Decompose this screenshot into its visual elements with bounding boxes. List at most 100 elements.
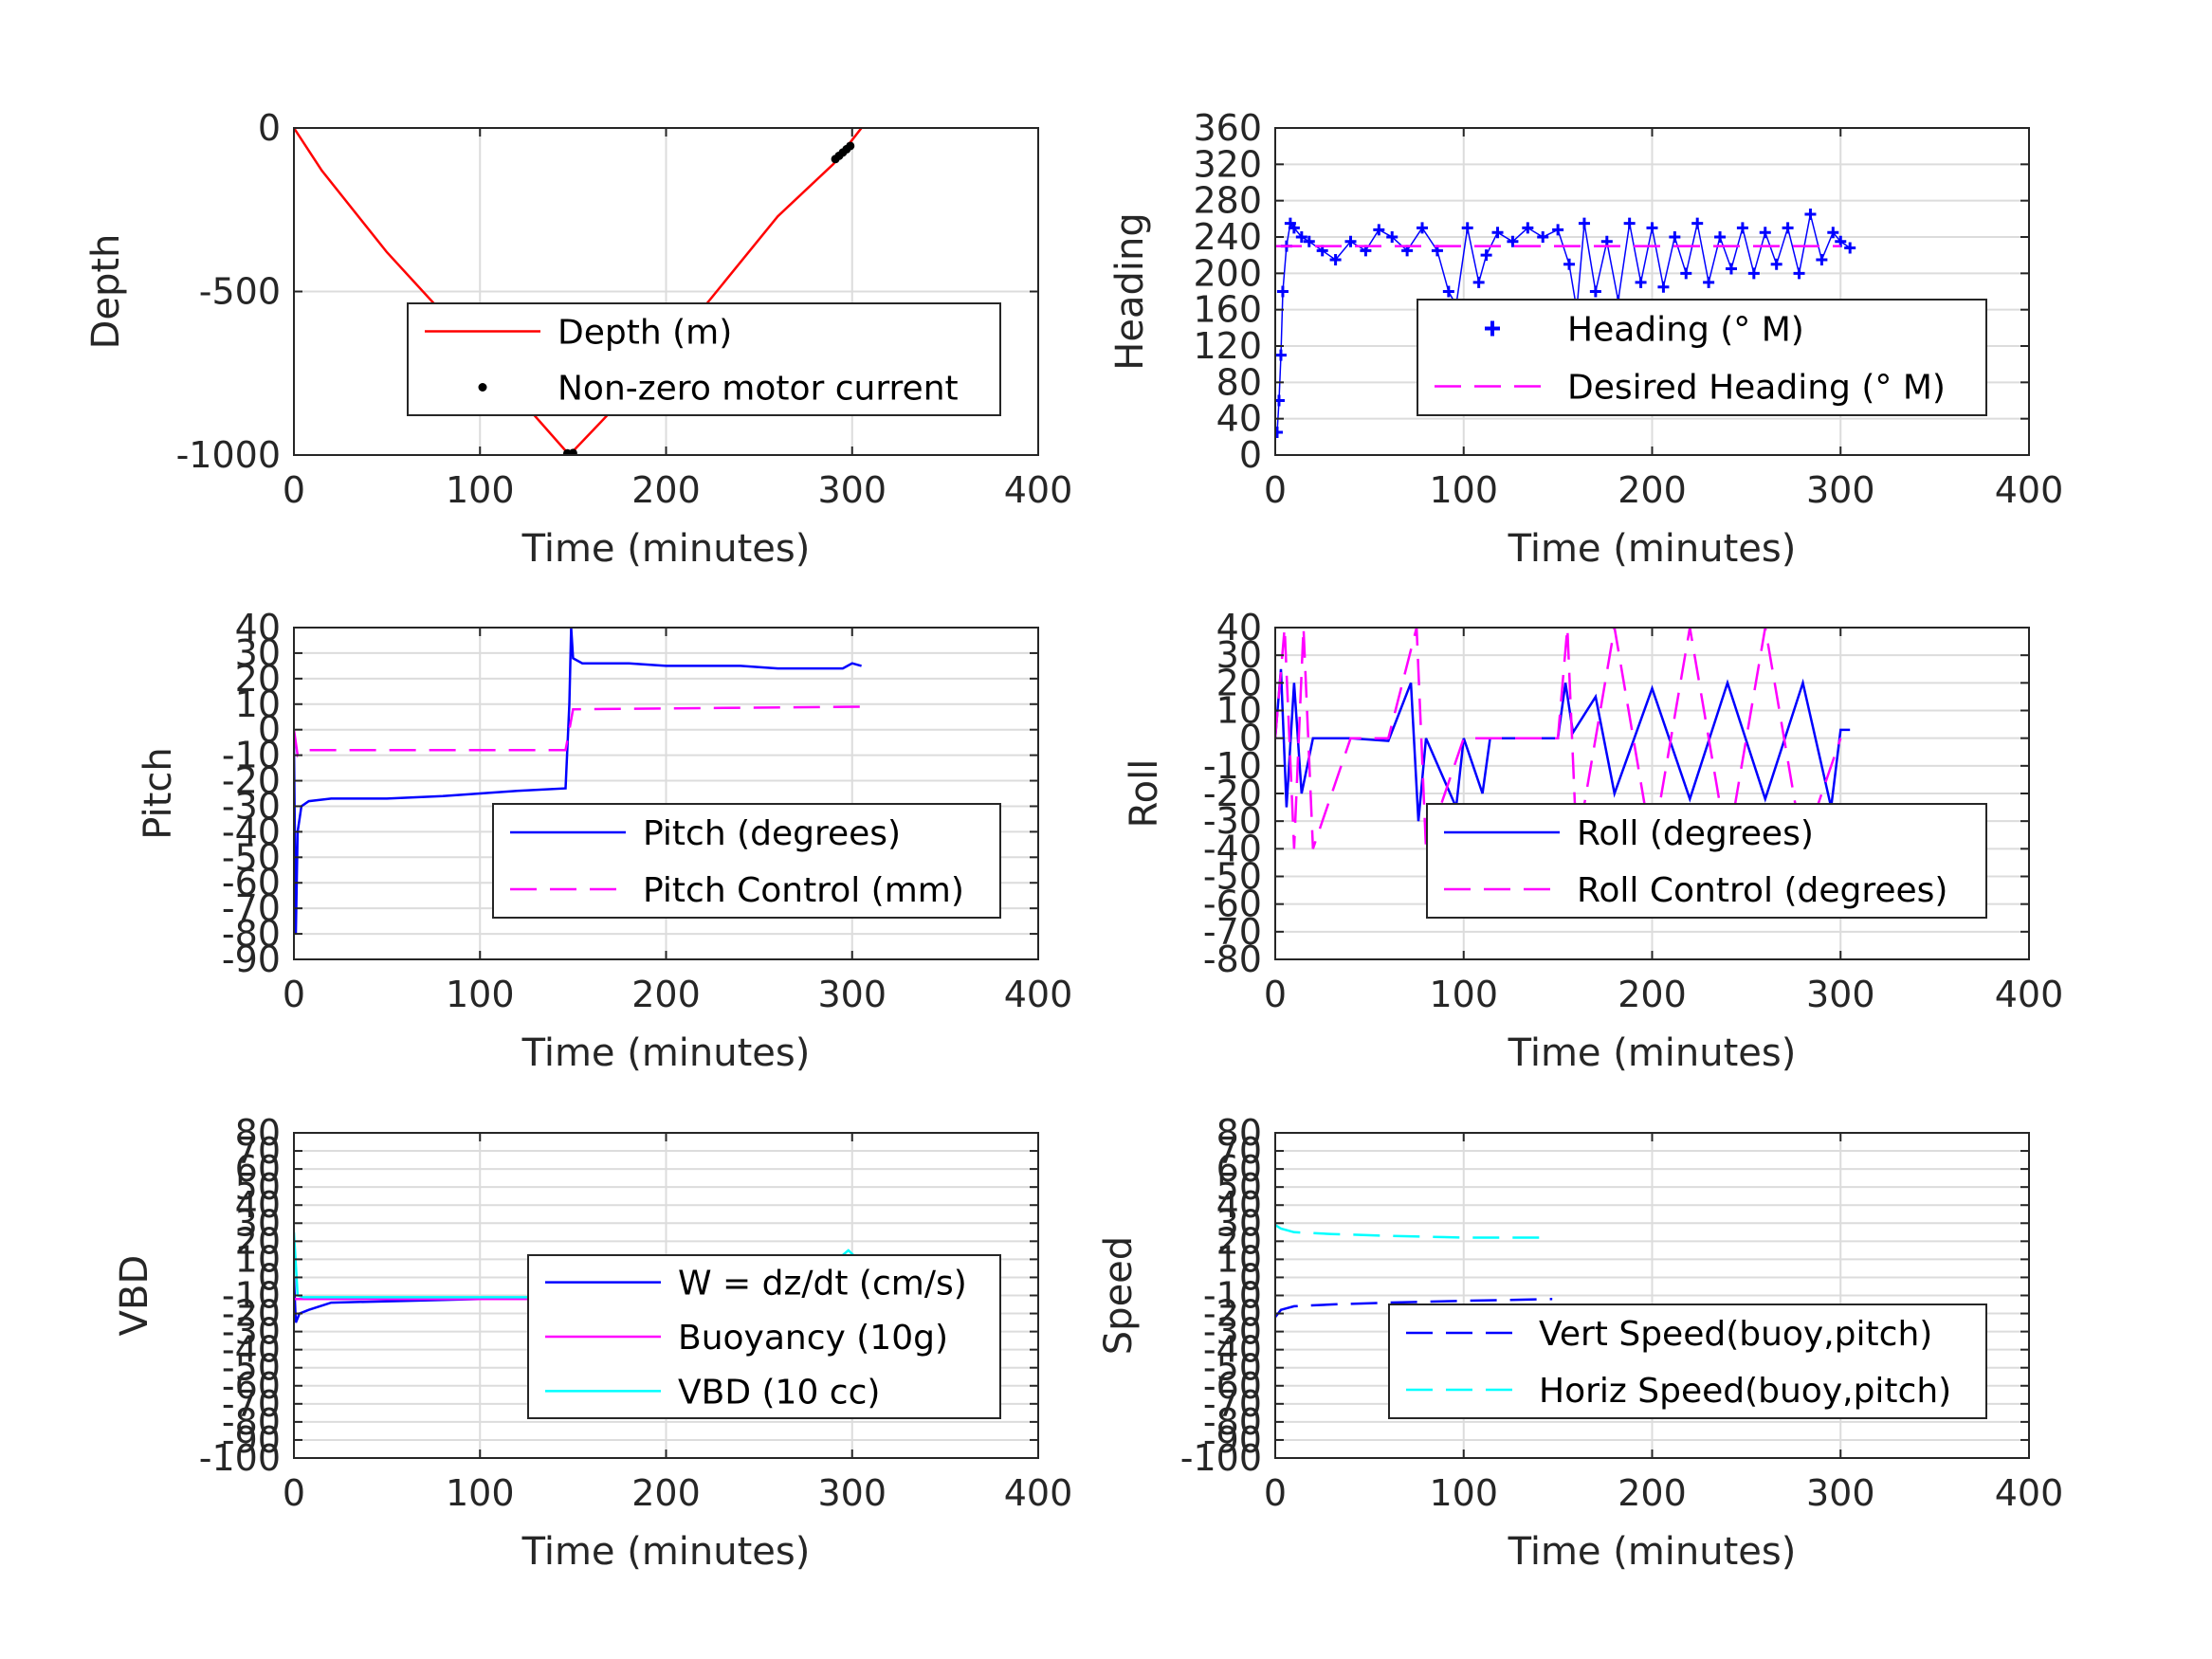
- y-tick-label: 60: [1216, 1148, 1262, 1190]
- x-tick-label: 0: [283, 1472, 305, 1514]
- x-tick-label: 100: [446, 1472, 515, 1514]
- legend-box: [407, 302, 1001, 416]
- series-1-point: [1793, 267, 1805, 280]
- y-tick-label: 50: [235, 1166, 281, 1208]
- series-1-point: [1275, 394, 1285, 407]
- y-tick-label: 40: [1216, 398, 1262, 440]
- y-tick-label: 0: [1239, 1256, 1262, 1298]
- y-tick-label: 30: [235, 632, 281, 674]
- y-axis-label: Speed: [1097, 1236, 1141, 1355]
- x-axis-label: Time (minutes): [521, 527, 811, 571]
- y-tick-label: -90: [1203, 1419, 1262, 1461]
- series-1-point: [1275, 427, 1283, 439]
- y-tick-label: -80: [1203, 1401, 1262, 1443]
- x-axis-label: Time (minutes): [521, 1031, 811, 1075]
- y-tick-label: 40: [1216, 607, 1262, 648]
- series-1-point: [1303, 235, 1315, 247]
- y-tick-label: 30: [1216, 1202, 1262, 1244]
- series-1-point: [1417, 222, 1429, 234]
- x-tick-label: 400: [1004, 974, 1073, 1015]
- series-1-point: [1442, 285, 1454, 298]
- series-1-point: [1770, 258, 1782, 270]
- y-axis-label: Depth: [84, 234, 128, 350]
- y-tick-label: 20: [235, 658, 281, 700]
- series-1-point: [1680, 267, 1692, 280]
- y-tick-label: 50: [1216, 1166, 1262, 1208]
- y-tick-label: -90: [222, 939, 281, 980]
- y-tick-label: -30: [222, 785, 281, 827]
- y-tick-label: 10: [235, 684, 281, 725]
- legend: Vert Speed(buoy,pitch) Horiz Speed(buoy,p…: [1388, 1304, 1987, 1419]
- y-tick-label: 30: [235, 1202, 281, 1244]
- x-tick-label: 400: [1995, 1472, 2064, 1514]
- chart-panel-1: 0 100 200 300 400 -1000 -500 0 Time (minutes) Dep…: [84, 107, 1072, 571]
- y-tick-label: -80: [1203, 939, 1262, 980]
- legend-label: Vert Speed(buoy,pitch): [1539, 1315, 1932, 1354]
- y-tick-label: -20: [222, 1293, 281, 1335]
- x-tick-label: 100: [446, 974, 515, 1015]
- y-tick-label: -50: [1203, 856, 1262, 898]
- y-axis-label: VBD: [113, 1255, 156, 1337]
- series-1-point: [1507, 235, 1519, 247]
- legend: Heading (° M) Desired Heading (° M): [1417, 299, 1987, 416]
- chart-panel-6: 0 100 200 300 400-100-90-80-70-60-50-40-30-2…: [1097, 1112, 2063, 1574]
- series-1-point: [1844, 242, 1856, 254]
- series-1-point: [1816, 253, 1828, 265]
- y-tick-label: -30: [1203, 800, 1262, 842]
- y-tick-label: -50: [222, 1347, 281, 1389]
- series-1-point: [1589, 285, 1601, 298]
- series-1-point: [1552, 224, 1564, 236]
- data-layer: [1275, 209, 1856, 439]
- series-1-point: [1714, 231, 1727, 243]
- y-tick-label: -60: [222, 1365, 281, 1407]
- legend-label: Non-zero motor current: [558, 370, 959, 409]
- series-1-point: [1623, 217, 1636, 229]
- legend-label: VBD (10 cc): [678, 1373, 880, 1412]
- y-axis-label: Heading: [1108, 212, 1152, 370]
- series-1-line: [294, 628, 862, 935]
- y-tick-label: -40: [1203, 828, 1262, 869]
- x-tick-label: 300: [1806, 1472, 1875, 1514]
- legend-box: [1417, 299, 1987, 416]
- y-tick-label: -50: [222, 836, 281, 878]
- y-tick-label: -50: [1203, 1347, 1262, 1389]
- y-tick-label: -30: [222, 1311, 281, 1353]
- series-1-point: [1491, 227, 1504, 239]
- legend-label: Roll Control (degrees): [1577, 871, 1947, 910]
- legend-box: [492, 803, 1001, 919]
- y-tick-label: -40: [222, 811, 281, 852]
- series-2-point: [568, 448, 577, 455]
- series-1-point: [1669, 231, 1681, 243]
- y-tick-label: 240: [1193, 216, 1262, 258]
- y-tick-label: 10: [1216, 690, 1262, 732]
- x-tick-label: 0: [1264, 1472, 1287, 1514]
- y-tick-label: 40: [1216, 1184, 1262, 1226]
- y-tick-label: 30: [1216, 634, 1262, 676]
- legend-swatch: [1485, 320, 1500, 337]
- series-1-line: [1275, 1298, 1553, 1319]
- x-tick-label: 0: [1264, 974, 1287, 1015]
- y-axis-label: Pitch: [137, 747, 180, 839]
- y-tick-label: -60: [222, 862, 281, 903]
- series-1-point: [1703, 276, 1715, 288]
- series-1-point: [1275, 349, 1287, 361]
- y-tick-label: -70: [222, 887, 281, 929]
- y-tick-label: -1000: [176, 434, 281, 476]
- y-tick-label: -90: [222, 1419, 281, 1461]
- chart-panel-4: 0 100 200 300 400-80-70-60-50-40-30-20-10010…: [1123, 607, 2063, 1075]
- y-tick-label: 10: [235, 1238, 281, 1280]
- legend-box: [1426, 803, 1987, 919]
- y-axis-label: Roll: [1123, 759, 1166, 829]
- series-1-point: [1344, 235, 1357, 247]
- x-tick-label: 200: [1618, 1472, 1687, 1514]
- x-axis-label: Time (minutes): [1508, 1530, 1797, 1574]
- y-tick-label: 80: [1216, 1112, 1262, 1154]
- series-1-point: [1804, 209, 1817, 221]
- y-tick-label: -100: [1180, 1437, 1262, 1479]
- y-tick-label: 10: [1216, 1238, 1262, 1280]
- y-tick-label: 0: [258, 709, 281, 751]
- y-tick-label: 40: [235, 607, 281, 648]
- y-tick-label: 20: [1216, 662, 1262, 703]
- x-tick-label: 0: [283, 469, 305, 511]
- y-tick-label: -40: [222, 1329, 281, 1371]
